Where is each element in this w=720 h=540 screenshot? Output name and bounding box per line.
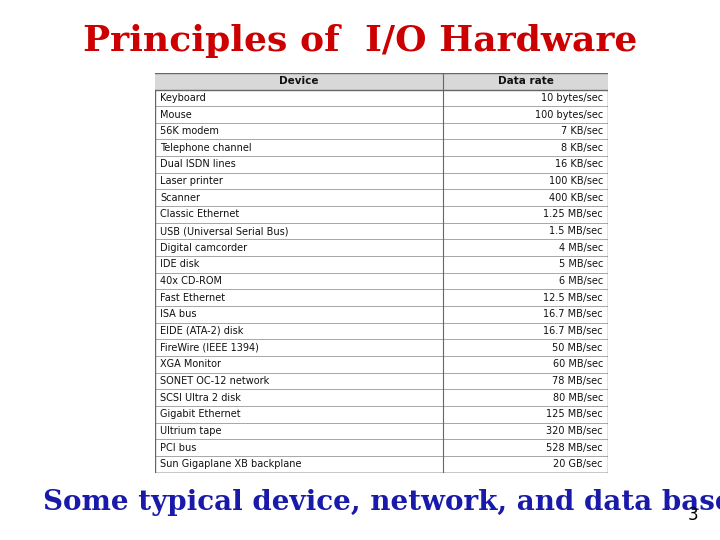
Text: 16 KB/sec: 16 KB/sec	[554, 159, 603, 170]
Text: 320 MB/sec: 320 MB/sec	[546, 426, 603, 436]
Text: 80 MB/sec: 80 MB/sec	[552, 393, 603, 403]
Text: IDE disk: IDE disk	[161, 259, 199, 269]
Text: Laser printer: Laser printer	[161, 176, 223, 186]
Text: 8 KB/sec: 8 KB/sec	[561, 143, 603, 153]
Text: 16.7 MB/sec: 16.7 MB/sec	[544, 326, 603, 336]
Text: ISA bus: ISA bus	[161, 309, 197, 319]
Text: Fast Ethernet: Fast Ethernet	[161, 293, 225, 303]
Text: 78 MB/sec: 78 MB/sec	[552, 376, 603, 386]
Text: Telephone channel: Telephone channel	[161, 143, 252, 153]
Text: 3: 3	[688, 506, 698, 524]
Text: 1.25 MB/sec: 1.25 MB/sec	[543, 210, 603, 219]
Text: 100 bytes/sec: 100 bytes/sec	[535, 110, 603, 119]
Text: 528 MB/sec: 528 MB/sec	[546, 442, 603, 453]
Text: 60 MB/sec: 60 MB/sec	[552, 359, 603, 369]
Text: PCI bus: PCI bus	[161, 442, 197, 453]
Text: XGA Monitor: XGA Monitor	[161, 359, 221, 369]
Text: Principles of  I/O Hardware: Principles of I/O Hardware	[83, 24, 637, 58]
Text: Ultrium tape: Ultrium tape	[161, 426, 222, 436]
Text: 20 GB/sec: 20 GB/sec	[554, 459, 603, 469]
Text: Scanner: Scanner	[161, 193, 200, 203]
Text: 16.7 MB/sec: 16.7 MB/sec	[544, 309, 603, 319]
Text: Mouse: Mouse	[161, 110, 192, 119]
Text: Data rate: Data rate	[498, 76, 554, 86]
Text: 1.5 MB/sec: 1.5 MB/sec	[549, 226, 603, 236]
Text: USB (Universal Serial Bus): USB (Universal Serial Bus)	[161, 226, 289, 236]
Text: FireWire (IEEE 1394): FireWire (IEEE 1394)	[161, 342, 259, 353]
Text: 56K modem: 56K modem	[161, 126, 219, 136]
Text: Some typical device, network, and data base rates: Some typical device, network, and data b…	[43, 489, 720, 516]
Bar	[155, 73, 608, 90]
Text: Digital camcorder: Digital camcorder	[161, 242, 248, 253]
Text: 4 MB/sec: 4 MB/sec	[559, 242, 603, 253]
Text: 7 KB/sec: 7 KB/sec	[561, 126, 603, 136]
Text: 10 bytes/sec: 10 bytes/sec	[541, 93, 603, 103]
Text: Gigabit Ethernet: Gigabit Ethernet	[161, 409, 241, 419]
Text: 100 KB/sec: 100 KB/sec	[549, 176, 603, 186]
Text: SONET OC-12 network: SONET OC-12 network	[161, 376, 269, 386]
Text: 12.5 MB/sec: 12.5 MB/sec	[543, 293, 603, 303]
Text: 5 MB/sec: 5 MB/sec	[559, 259, 603, 269]
Text: SCSI Ultra 2 disk: SCSI Ultra 2 disk	[161, 393, 241, 403]
Text: Sun Gigaplane XB backplane: Sun Gigaplane XB backplane	[161, 459, 302, 469]
Text: 6 MB/sec: 6 MB/sec	[559, 276, 603, 286]
Text: Classic Ethernet: Classic Ethernet	[161, 210, 240, 219]
Text: 40x CD-ROM: 40x CD-ROM	[161, 276, 222, 286]
Text: 50 MB/sec: 50 MB/sec	[552, 342, 603, 353]
Text: Device: Device	[279, 76, 318, 86]
Text: 125 MB/sec: 125 MB/sec	[546, 409, 603, 419]
Text: 400 KB/sec: 400 KB/sec	[549, 193, 603, 203]
Text: Dual ISDN lines: Dual ISDN lines	[161, 159, 236, 170]
Text: Keyboard: Keyboard	[161, 93, 206, 103]
Text: EIDE (ATA-2) disk: EIDE (ATA-2) disk	[161, 326, 243, 336]
